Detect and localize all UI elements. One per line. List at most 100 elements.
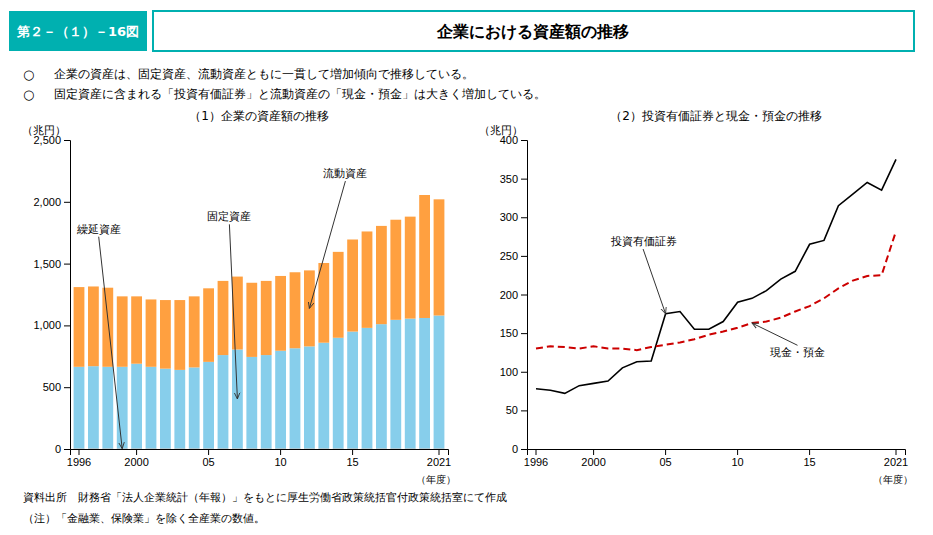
chart: 0501001502002503003504001996200005101520… [479,109,913,485]
bar-series [74,316,445,449]
tick-label: 500 [43,381,61,393]
x-tick: 2000 [581,449,605,468]
tick-label: 05 [202,456,214,468]
tick-mark [521,410,527,411]
line [536,231,896,350]
tick-label: 0 [55,443,61,455]
header-label-box [9,11,147,51]
bar [405,319,416,449]
bar [318,263,329,343]
bar [131,296,142,363]
tick-mark [521,217,527,218]
annotation: 投資有価証券 [610,235,677,248]
title: 企業における資産額の推移 [436,22,629,41]
bar [102,367,113,449]
tick-label: 15 [803,456,815,468]
tick-label: 350 [500,173,518,185]
x-tick: 10 [274,449,286,468]
tick-mark [136,449,137,455]
bar [290,272,301,348]
tick-label: 10 [731,456,743,468]
header-label: 第２－（１）－16図 [16,24,139,39]
tick-label: 50 [506,404,518,416]
tick-label: 0 [512,443,518,455]
plot-area [74,195,445,449]
plot-area [536,159,896,393]
tick-label: 1,000 [33,319,61,331]
x-tick: 1996 [67,449,91,468]
bar [333,252,344,338]
tick-mark [737,449,738,455]
annotations: 繰延資産固定資産流動資産 [76,167,367,449]
annotation-arrow [229,224,237,399]
bar [362,231,373,327]
y-tick: 50 [506,404,527,416]
x-tick: 15 [803,449,815,468]
x-tick: 10 [731,449,743,468]
annotation-arrow [99,237,123,449]
chart-title: （2）投資有価証券と現金・預金の推移 [610,109,822,123]
tick-mark [64,325,70,326]
tick-mark [521,256,527,257]
tick-mark [64,264,70,265]
bullet-symbol: ○ [23,67,34,82]
x-tick: 2021 [427,449,451,468]
bar [131,364,142,449]
tick-label: 1996 [67,456,91,468]
bar [88,286,99,366]
tick-label: 2000 [581,456,605,468]
note: （注）「金融業、保険業」を除く全産業の数値。 [23,512,265,525]
x-axis: 199620000510152021 [67,449,451,468]
bar [203,362,214,449]
chart: 05001,0001,5002,0002,5001996200005101520… [22,109,456,485]
y-tick: 250 [500,250,527,262]
bar [88,366,99,448]
x-tick: 2021 [884,449,908,468]
y-tick: 500 [43,381,70,393]
bar [376,226,387,324]
axis-line [71,450,449,456]
tick-mark [64,202,70,203]
bar [261,355,272,448]
x-axis-label: （年度） [873,474,913,485]
tick-mark [521,179,527,180]
tick-mark [521,333,527,334]
bar [376,324,387,448]
bar [362,328,373,449]
x-axis: 199620000510152021 [524,449,908,468]
x-tick: 05 [659,449,671,468]
bar [117,296,128,366]
bar [318,343,329,449]
bar [275,276,286,351]
bullet-text: 企業の資産は、固定資産、流動資産ともに一貫して増加傾向で推移している。 [54,67,474,81]
y-tick: 200 [500,289,527,301]
tick-mark [439,449,440,455]
bar [347,332,358,449]
tick-label: 150 [500,327,518,339]
x-axis-label: （年度） [416,474,456,485]
chart-title: （1）企業の資産額の推移 [189,109,329,123]
tick-mark [208,449,209,455]
y-tick: 300 [500,211,527,223]
tick-label: 2000 [124,456,148,468]
bar [333,338,344,449]
y-tick: 100 [500,366,527,378]
bar [390,320,401,449]
tick-label: 2021 [427,456,451,468]
annotation: 固定資産 [207,210,251,223]
tick-mark [280,449,281,455]
axis-line [64,141,71,450]
tick-label: 2021 [884,456,908,468]
tick-mark [896,449,897,455]
y-tick: 150 [500,327,527,339]
bar [146,299,157,366]
tick-mark [64,449,70,450]
bar [419,318,430,448]
tick-mark [352,449,353,455]
bar [275,351,286,449]
tick-label: 100 [500,366,518,378]
tick-mark [521,449,527,450]
x-tick: 05 [202,449,214,468]
y-tick: 0 [512,443,527,455]
bar [434,316,445,449]
